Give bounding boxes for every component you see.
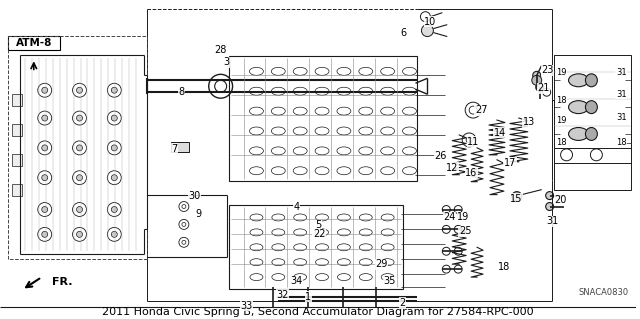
Text: 4: 4 xyxy=(293,202,300,211)
Circle shape xyxy=(532,71,541,79)
Circle shape xyxy=(421,25,433,37)
Bar xyxy=(12,184,22,196)
Text: 30: 30 xyxy=(189,190,201,201)
Text: 29: 29 xyxy=(376,259,388,269)
Circle shape xyxy=(77,206,83,212)
Circle shape xyxy=(42,115,48,121)
Ellipse shape xyxy=(568,101,588,114)
Text: 25: 25 xyxy=(459,226,472,236)
Circle shape xyxy=(77,231,83,237)
Bar xyxy=(228,56,417,181)
Ellipse shape xyxy=(568,74,588,87)
Circle shape xyxy=(111,231,117,237)
Circle shape xyxy=(111,145,117,151)
Text: 27: 27 xyxy=(475,105,487,115)
Text: 26: 26 xyxy=(434,151,447,161)
Text: 14: 14 xyxy=(494,128,506,138)
Text: 13: 13 xyxy=(523,117,535,127)
Text: 18: 18 xyxy=(556,138,567,147)
Text: ATM-8: ATM-8 xyxy=(15,38,52,48)
Circle shape xyxy=(42,231,48,237)
Ellipse shape xyxy=(586,101,597,114)
Text: 9: 9 xyxy=(196,210,202,219)
Text: 31: 31 xyxy=(616,113,627,122)
Ellipse shape xyxy=(586,74,597,87)
Text: 31: 31 xyxy=(616,68,627,77)
Circle shape xyxy=(111,206,117,212)
Circle shape xyxy=(77,87,83,93)
Bar xyxy=(228,204,403,289)
Text: 18: 18 xyxy=(556,96,567,105)
Circle shape xyxy=(77,145,83,151)
Text: 20: 20 xyxy=(554,195,567,204)
Bar xyxy=(12,94,22,106)
Text: 19: 19 xyxy=(556,68,567,77)
Circle shape xyxy=(42,206,48,212)
Bar xyxy=(554,56,631,189)
Circle shape xyxy=(532,75,541,85)
Text: 35: 35 xyxy=(383,276,396,286)
Text: 31: 31 xyxy=(547,216,559,226)
Text: 1: 1 xyxy=(305,292,311,302)
Text: 18: 18 xyxy=(498,262,510,272)
Text: 19: 19 xyxy=(457,212,469,222)
Text: 6: 6 xyxy=(401,27,406,38)
Circle shape xyxy=(111,115,117,121)
Text: 22: 22 xyxy=(313,229,325,239)
Circle shape xyxy=(546,192,554,200)
Text: 5: 5 xyxy=(315,220,321,230)
Circle shape xyxy=(42,87,48,93)
Text: 18: 18 xyxy=(616,138,627,147)
Ellipse shape xyxy=(568,128,588,140)
Circle shape xyxy=(111,87,117,93)
Text: 34: 34 xyxy=(290,276,302,286)
Text: 23: 23 xyxy=(541,65,554,75)
Circle shape xyxy=(512,192,522,202)
Text: 3: 3 xyxy=(223,57,230,67)
Bar xyxy=(12,124,22,136)
Text: FR.: FR. xyxy=(52,277,72,287)
Circle shape xyxy=(77,115,83,121)
Text: 12: 12 xyxy=(446,163,458,173)
Text: 28: 28 xyxy=(214,46,227,56)
Bar xyxy=(8,35,60,50)
Text: 7: 7 xyxy=(171,144,177,154)
Text: 32: 32 xyxy=(276,290,289,300)
Text: 2011 Honda Civic Spring B, Second Accumulator Diagram for 27584-RPC-000: 2011 Honda Civic Spring B, Second Accumu… xyxy=(102,307,534,317)
Circle shape xyxy=(536,83,544,91)
Circle shape xyxy=(111,175,117,181)
Circle shape xyxy=(546,203,554,211)
Circle shape xyxy=(42,145,48,151)
Text: 8: 8 xyxy=(179,87,185,97)
Text: 16: 16 xyxy=(465,168,477,178)
Text: 17: 17 xyxy=(504,158,516,168)
Text: SNACA0830: SNACA0830 xyxy=(579,288,628,298)
Text: 31: 31 xyxy=(616,90,627,99)
Text: 15: 15 xyxy=(509,194,522,204)
Text: 21: 21 xyxy=(538,83,550,93)
Text: 19: 19 xyxy=(556,115,567,124)
Text: 33: 33 xyxy=(241,301,253,311)
Text: 11: 11 xyxy=(467,137,479,147)
Bar xyxy=(171,142,189,152)
Ellipse shape xyxy=(586,128,597,140)
Text: 24: 24 xyxy=(443,212,456,222)
Circle shape xyxy=(42,175,48,181)
Bar xyxy=(12,154,22,166)
Text: 2: 2 xyxy=(399,298,406,308)
Text: 10: 10 xyxy=(424,17,436,27)
Circle shape xyxy=(77,175,83,181)
